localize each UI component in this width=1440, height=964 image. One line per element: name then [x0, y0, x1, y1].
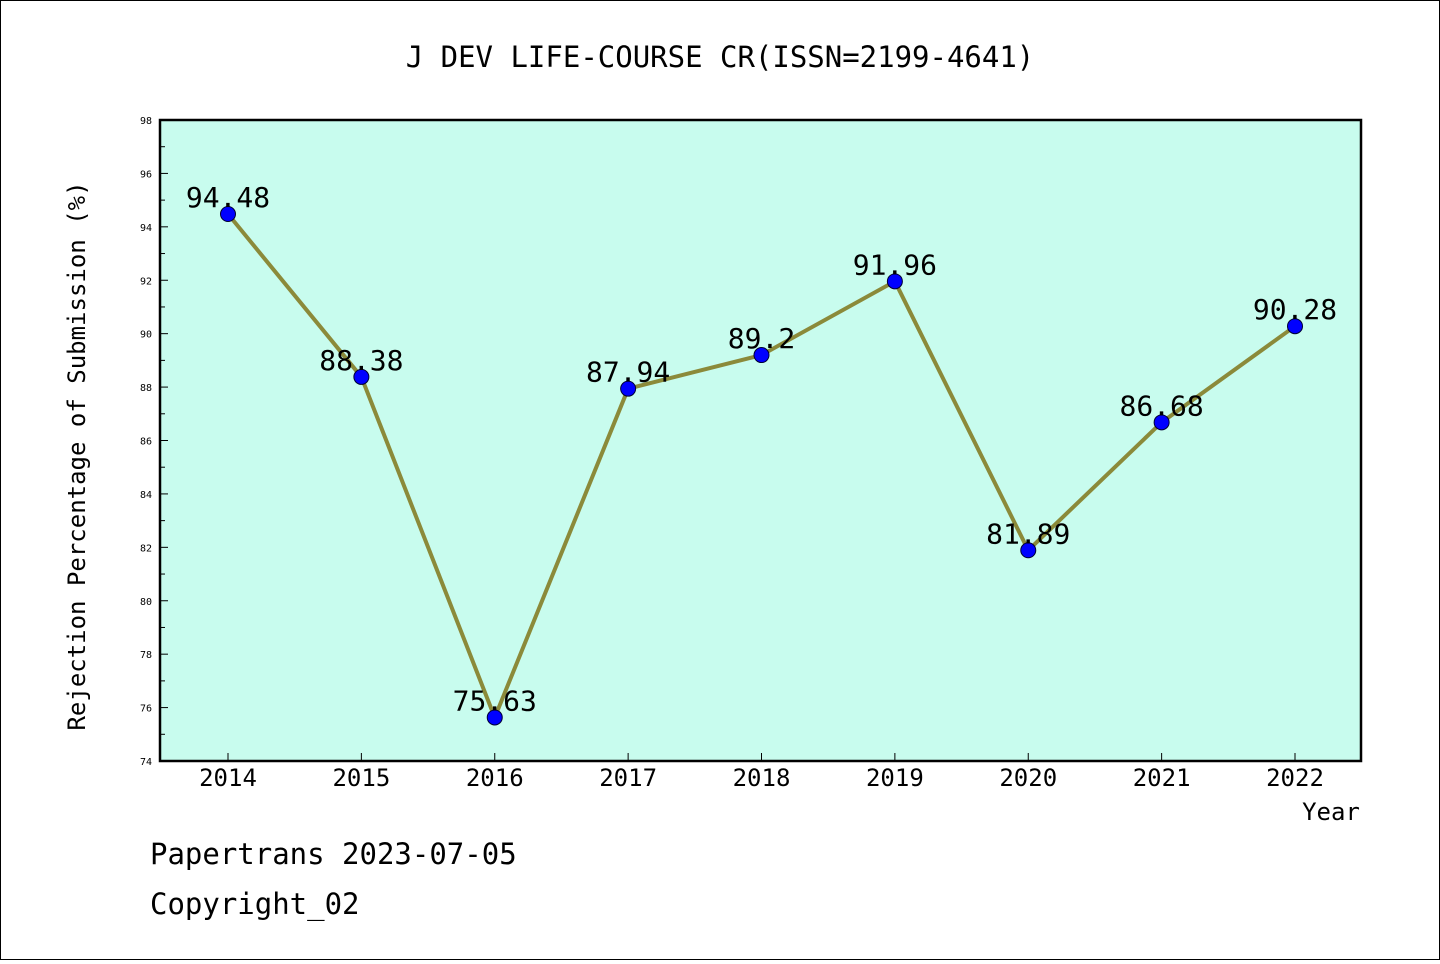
- x-axis-label: Year: [1302, 798, 1360, 826]
- y-tick-label: 78: [140, 650, 152, 661]
- plot-border: [158, 118, 1363, 763]
- y-tick-label: 76: [140, 704, 152, 715]
- data-point: [1153, 414, 1170, 431]
- data-point: [1287, 318, 1303, 335]
- data-label: 94.48: [186, 181, 270, 214]
- y-axis-label: Rejection Percentage of Submission (%): [63, 181, 91, 730]
- x-tick-label: 2015: [332, 764, 390, 792]
- data-point: [353, 368, 370, 385]
- y-axis-ticks: 74 76 78 80 82 84 86 88 90 92 94 96 98: [140, 116, 168, 768]
- x-tick-label: 2018: [733, 764, 791, 792]
- data-label: 90.28: [1253, 293, 1337, 326]
- footer-copyright: Copyright_02: [150, 887, 360, 922]
- data-labels: 94.48 88.38 75.63 87.94 89.2 91.96 81.89 86.68 9…: [186, 181, 1337, 717]
- data-point: [886, 273, 903, 290]
- x-tick-label: 2020: [999, 764, 1057, 792]
- y-tick-label: 82: [140, 543, 152, 554]
- data-point: [753, 347, 770, 364]
- chart-title: J DEV LIFE-COURSE CR(ISSN=2199-4641): [406, 40, 1035, 74]
- data-label: 75.63: [453, 684, 537, 717]
- y-tick-label: 88: [140, 383, 152, 394]
- x-tick-label: 2019: [866, 764, 924, 792]
- y-tick-label: 90: [140, 330, 152, 341]
- y-tick-label: 74: [140, 757, 152, 768]
- data-label: 86.68: [1119, 389, 1203, 422]
- series-rejection-percentage: [220, 206, 1303, 726]
- data-label: 81.89: [986, 517, 1070, 550]
- y-tick-label: 96: [140, 169, 152, 180]
- data-label: 89.2: [728, 322, 795, 355]
- y-tick-label: 98: [140, 116, 152, 127]
- y-tick-label: 92: [140, 276, 152, 287]
- data-point: [486, 709, 503, 726]
- x-tick-label: 2016: [466, 764, 524, 792]
- data-label: 91.96: [853, 248, 937, 281]
- data-point: [220, 206, 236, 223]
- footer-date: Papertrans 2023-07-05: [150, 837, 517, 871]
- y-tick-label: 80: [140, 597, 152, 608]
- x-tick-label: 2021: [1133, 764, 1191, 792]
- data-point: [1020, 542, 1037, 559]
- y-tick-label: 94: [140, 223, 152, 234]
- data-label: 88.38: [319, 344, 403, 377]
- y-tick-label: 84: [140, 490, 152, 501]
- data-label: 87.94: [586, 356, 670, 389]
- x-axis-ticks: 2014 2015 2016 2017 2018 2019 2020 2021 2022: [199, 753, 1324, 792]
- data-point: [620, 380, 637, 397]
- x-tick-label: 2022: [1266, 764, 1324, 792]
- x-tick-label: 2017: [599, 764, 657, 792]
- x-tick-label: 2014: [199, 764, 257, 792]
- plot-area: [160, 120, 1361, 761]
- y-tick-label: 86: [140, 437, 152, 448]
